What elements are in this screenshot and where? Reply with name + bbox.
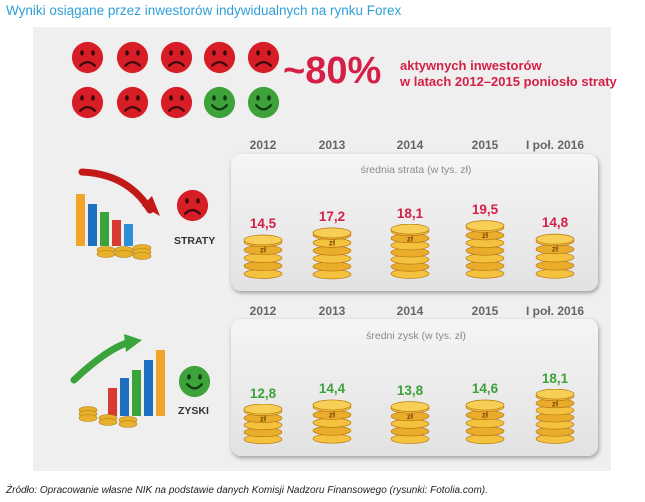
happy-face-icon [247,86,280,119]
gain-value-label: 13,8 [396,383,424,399]
loss-year-label: 2013 [318,138,346,152]
gain-year-label: 2012 [249,304,277,318]
falling-bars-illustration [76,168,160,260]
sad-face-icon [247,41,280,74]
gain-coin-stack: zł [312,399,352,444]
loss-year-label: 2012 [249,138,277,152]
svg-text:zł: zł [407,412,414,421]
svg-text:zł: zł [260,246,267,255]
infographic-title: Wyniki osiągane przez inwestorów indywid… [6,3,402,18]
gain-value-label: 14,4 [318,381,346,397]
gain-value-label: 14,6 [471,380,499,396]
gain-value-label: 18,1 [541,371,569,387]
rising-bars-illustration [70,334,165,428]
gain-year-label: 2015 [471,304,499,318]
loss-year-label: 2015 [471,138,499,152]
happy-face-icon [203,86,236,119]
gain-year-label: 2014 [396,304,424,318]
percentage-description: aktywnych inwestorów w latach 2012–2015 … [400,58,617,90]
loss-coin-stack: zł [243,234,283,279]
loss-value-label: 18,1 [396,206,424,222]
sad-face-icon [116,86,149,119]
svg-text:zł: zł [482,410,489,419]
loss-chart-title: średnia strata (w tys. zł) [360,164,472,176]
description-line-1: aktywnych inwestorów [400,58,542,73]
gain-coin-stack: zł [535,389,575,444]
loss-value-label: 14,5 [249,216,277,232]
gain-year-label: I poł. 2016 [525,304,585,318]
svg-text:zł: zł [329,411,336,420]
sad-face-icon [71,41,104,74]
loss-coin-stack: zł [535,234,575,279]
description-line-2: w latach 2012–2015 poniosło straty [400,74,617,89]
sad-face-icon [160,86,193,119]
sad-face-icon [71,86,104,119]
source-footer: Źródło: Opracowanie własne NIK na podsta… [6,485,488,496]
gain-coin-stack: zł [390,401,430,444]
sad-face-icon [203,41,236,74]
svg-text:zł: zł [260,414,267,423]
svg-text:zł: zł [329,238,336,247]
loss-coin-stack: zł [390,224,430,279]
gain-coin-stack: zł [243,403,283,444]
sad-face-icon [160,41,193,74]
svg-text:zł: zł [407,235,414,244]
loss-value-label: 14,8 [541,215,569,231]
sad-face-icon [116,41,149,74]
gain-coin-stack: zł [465,399,505,444]
loss-value-label: 19,5 [471,202,499,218]
gain-section-label: ZYSKI [178,405,209,417]
loss-value-label: 17,2 [318,208,346,224]
loss-year-label: I poł. 2016 [525,138,585,152]
svg-text:zł: zł [552,400,559,409]
gain-year-label: 2013 [318,304,346,318]
svg-text:zł: zł [482,232,489,241]
loss-percentage: ~80% [283,50,382,92]
gain-chart-title: średni zysk (w tys. zł) [366,330,466,342]
loss-year-label: 2014 [396,138,424,152]
loss-section-label: STRATY [174,235,216,247]
svg-text:zł: zł [552,245,559,254]
happy-face-icon [178,365,211,398]
loss-coin-stack: zł [312,227,352,279]
loss-coin-stack: zł [465,220,505,279]
gain-value-label: 12,8 [249,385,277,401]
sad-face-icon [176,189,209,222]
